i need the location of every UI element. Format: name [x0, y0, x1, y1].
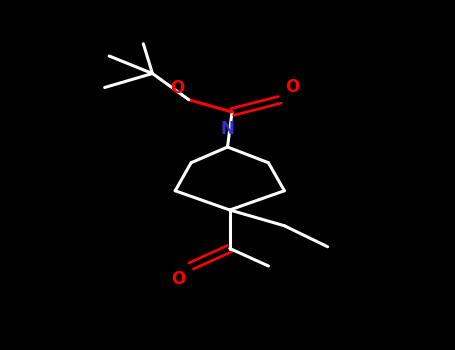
Text: N: N — [221, 120, 234, 138]
Text: O: O — [172, 270, 186, 287]
Text: O: O — [170, 79, 184, 97]
Text: O: O — [285, 78, 299, 96]
